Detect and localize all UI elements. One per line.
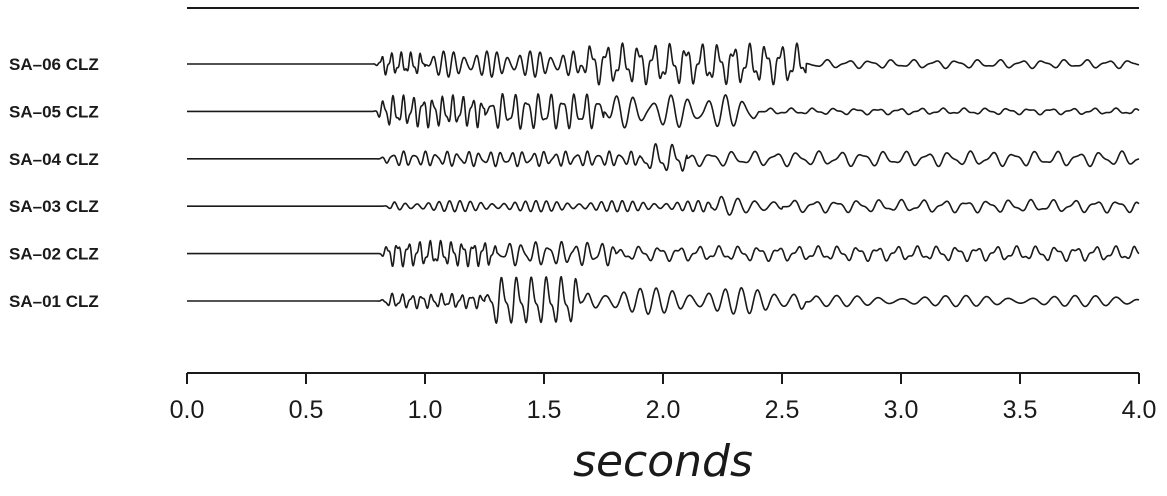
x-tick-label: 2.0 xyxy=(646,396,681,424)
x-tick-label: 1.5 xyxy=(527,396,562,424)
station-label: SA–03 CLZ xyxy=(9,197,99,216)
station-label: SA–04 CLZ xyxy=(9,150,99,169)
station-label-group: SA–06 CLZ SA–05 CLZ SA–04 CLZ SA–03 CLZ SA–0… xyxy=(9,55,99,311)
trace-6 xyxy=(187,42,1140,86)
trace-2 xyxy=(187,239,1140,268)
x-tick-label: 0.5 xyxy=(289,396,324,424)
x-axis: 0.0 0.5 1.0 1.5 2.0 2.5 3.0 3.5 4.0 xyxy=(170,372,1157,424)
trace-1 xyxy=(187,275,1140,324)
trace-group xyxy=(187,42,1140,324)
station-label: SA–06 CLZ xyxy=(9,55,99,74)
trace-5 xyxy=(187,93,1140,130)
x-tick-label: 3.5 xyxy=(1003,396,1038,424)
x-axis-title: seconds xyxy=(573,436,753,487)
x-tick-label: 4.0 xyxy=(1122,396,1157,424)
x-tick-label: 1.0 xyxy=(408,396,443,424)
station-label: SA–02 CLZ xyxy=(9,245,99,264)
x-tick-label: 0.0 xyxy=(170,396,205,424)
x-tick-label: 2.5 xyxy=(765,396,800,424)
station-label: SA–05 CLZ xyxy=(9,102,99,121)
trace-4 xyxy=(187,143,1140,172)
x-tick-label: 3.0 xyxy=(884,396,919,424)
station-label: SA–01 CLZ xyxy=(9,292,99,311)
trace-3 xyxy=(187,195,1140,216)
